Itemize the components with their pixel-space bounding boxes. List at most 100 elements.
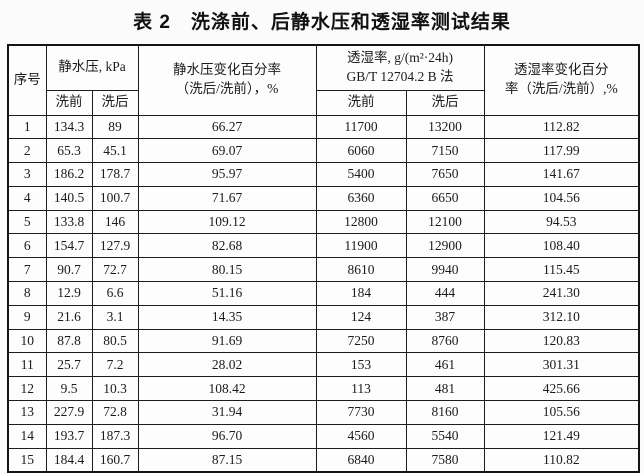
- cell-hydro-before: 133.8: [45, 209, 93, 235]
- cell-hydro-after: 187.3: [91, 423, 139, 449]
- cell-perm-change: 241.30: [483, 281, 640, 306]
- cell-perm-change: 105.56: [483, 400, 640, 425]
- cell-perm-after: 481: [405, 376, 485, 402]
- cell-hydro-change: 95.97: [137, 162, 317, 187]
- table-row: 4 140.5 100.7 71.67 6360 6650 104.56: [7, 185, 640, 211]
- col-header-permeability: 透湿率, g/(m²·24h) GB/T 12704.2 B 法: [315, 44, 485, 91]
- table-row: 12 9.5 10.3 108.42 113 481 425.66: [7, 376, 640, 402]
- subcol-hydro-before: 洗前: [45, 89, 93, 116]
- cell-perm-after: 387: [405, 304, 485, 330]
- cell-perm-after: 5540: [405, 423, 485, 449]
- cell-perm-change: 104.56: [483, 185, 640, 211]
- cell-hydro-after: 3.1: [91, 304, 139, 330]
- cell-hydro-before: 25.7: [45, 352, 93, 378]
- cell-hydro-after: 160.7: [91, 447, 139, 473]
- cell-perm-change: 117.99: [483, 138, 640, 164]
- subcol-perm-after: 洗后: [405, 89, 485, 116]
- cell-perm-before: 184: [315, 281, 407, 306]
- cell-hydro-after: 127.9: [91, 233, 139, 259]
- cell-hydro-change: 66.27: [137, 114, 317, 140]
- cell-hydro-after: 80.5: [91, 328, 139, 354]
- cell-hydro-after: 7.2: [91, 352, 139, 378]
- table-row: 11 25.7 7.2 28.02 153 461 301.31: [7, 352, 640, 378]
- cell-perm-change: 112.82: [483, 114, 640, 140]
- cell-serial: 12: [7, 376, 47, 402]
- cell-perm-change: 141.67: [483, 162, 640, 187]
- page: { "title": "表 2 洗涤前、后静水压和透湿率测试结果", "tabl…: [7, 12, 641, 473]
- cell-perm-before: 153: [315, 352, 407, 378]
- cell-hydro-before: 227.9: [45, 400, 93, 425]
- table-row: 1 134.3 89 66.27 11700 13200 112.82: [7, 114, 640, 140]
- cell-hydro-change: 80.15: [137, 257, 317, 283]
- cell-serial: 11: [7, 352, 47, 378]
- results-table: 序号 静水压, kPa 静水压变化百分率 （洗后/洗前），% 透湿率, g/(m…: [7, 44, 641, 473]
- cell-serial: 4: [7, 185, 47, 211]
- cell-hydro-after: 146: [91, 209, 139, 235]
- cell-perm-before: 5400: [315, 162, 407, 187]
- cell-hydro-before: 134.3: [45, 114, 93, 140]
- cell-serial: 10: [7, 328, 47, 354]
- cell-hydro-change: 108.42: [137, 376, 317, 402]
- cell-hydro-change: 31.94: [137, 400, 317, 425]
- cell-hydro-change: 96.70: [137, 423, 317, 449]
- cell-hydro-change: 82.68: [137, 233, 317, 259]
- cell-serial: 13: [7, 400, 47, 425]
- cell-perm-before: 6060: [315, 138, 407, 164]
- cell-serial: 14: [7, 423, 47, 449]
- cell-hydro-before: 193.7: [45, 423, 93, 449]
- cell-hydro-change: 28.02: [137, 352, 317, 378]
- table-row: 9 21.6 3.1 14.35 124 387 312.10: [7, 304, 640, 330]
- subcol-hydro-after: 洗后: [91, 89, 139, 116]
- cell-perm-before: 11700: [315, 114, 407, 140]
- cell-perm-after: 7580: [405, 447, 485, 473]
- cell-serial: 8: [7, 281, 47, 306]
- cell-hydro-change: 87.15: [137, 447, 317, 473]
- cell-serial: 7: [7, 257, 47, 283]
- cell-hydro-after: 6.6: [91, 281, 139, 306]
- cell-perm-change: 301.31: [483, 352, 640, 378]
- table-row: 8 12.9 6.6 51.16 184 444 241.30: [7, 281, 640, 306]
- cell-serial: 2: [7, 138, 47, 164]
- cell-hydro-after: 72.8: [91, 400, 139, 425]
- cell-perm-after: 8160: [405, 400, 485, 425]
- table-row: 2 65.3 45.1 69.07 6060 7150 117.99: [7, 138, 640, 164]
- cell-perm-before: 7730: [315, 400, 407, 425]
- cell-perm-before: 6360: [315, 185, 407, 211]
- cell-perm-before: 124: [315, 304, 407, 330]
- cell-perm-after: 12900: [405, 233, 485, 259]
- cell-hydro-after: 10.3: [91, 376, 139, 402]
- table-row: 13 227.9 72.8 31.94 7730 8160 105.56: [7, 400, 640, 425]
- cell-hydro-before: 12.9: [45, 281, 93, 306]
- cell-perm-after: 7150: [405, 138, 485, 164]
- cell-perm-change: 110.82: [483, 447, 640, 473]
- cell-perm-after: 461: [405, 352, 485, 378]
- cell-perm-before: 11900: [315, 233, 407, 259]
- cell-hydro-change: 69.07: [137, 138, 317, 164]
- cell-perm-change: 312.10: [483, 304, 640, 330]
- cell-serial: 6: [7, 233, 47, 259]
- col-header-permeability-change: 透湿率变化百分 率（洗后/洗前）,%: [483, 44, 640, 116]
- cell-serial: 5: [7, 209, 47, 235]
- cell-perm-before: 4560: [315, 423, 407, 449]
- cell-perm-before: 113: [315, 376, 407, 402]
- cell-perm-before: 12800: [315, 209, 407, 235]
- cell-perm-after: 6650: [405, 185, 485, 211]
- cell-perm-before: 8610: [315, 257, 407, 283]
- cell-hydro-before: 90.7: [45, 257, 93, 283]
- cell-perm-change: 121.49: [483, 423, 640, 449]
- table-row: 14 193.7 187.3 96.70 4560 5540 121.49: [7, 423, 640, 449]
- subcol-perm-before: 洗前: [315, 89, 407, 116]
- cell-hydro-before: 21.6: [45, 304, 93, 330]
- table-row: 3 186.2 178.7 95.97 5400 7650 141.67: [7, 162, 640, 187]
- cell-hydro-change: 51.16: [137, 281, 317, 306]
- table-row: 15 184.4 160.7 87.15 6840 7580 110.82: [7, 447, 640, 473]
- cell-hydro-change: 14.35: [137, 304, 317, 330]
- cell-hydro-change: 91.69: [137, 328, 317, 354]
- cell-perm-change: 108.40: [483, 233, 640, 259]
- cell-serial: 15: [7, 447, 47, 473]
- table-title: 表 2 洗涤前、后静水压和透湿率测试结果: [133, 12, 511, 33]
- col-header-hydrostatic-change: 静水压变化百分率 （洗后/洗前），%: [137, 44, 317, 116]
- cell-hydro-after: 72.7: [91, 257, 139, 283]
- cell-hydro-before: 186.2: [45, 162, 93, 187]
- cell-hydro-change: 109.12: [137, 209, 317, 235]
